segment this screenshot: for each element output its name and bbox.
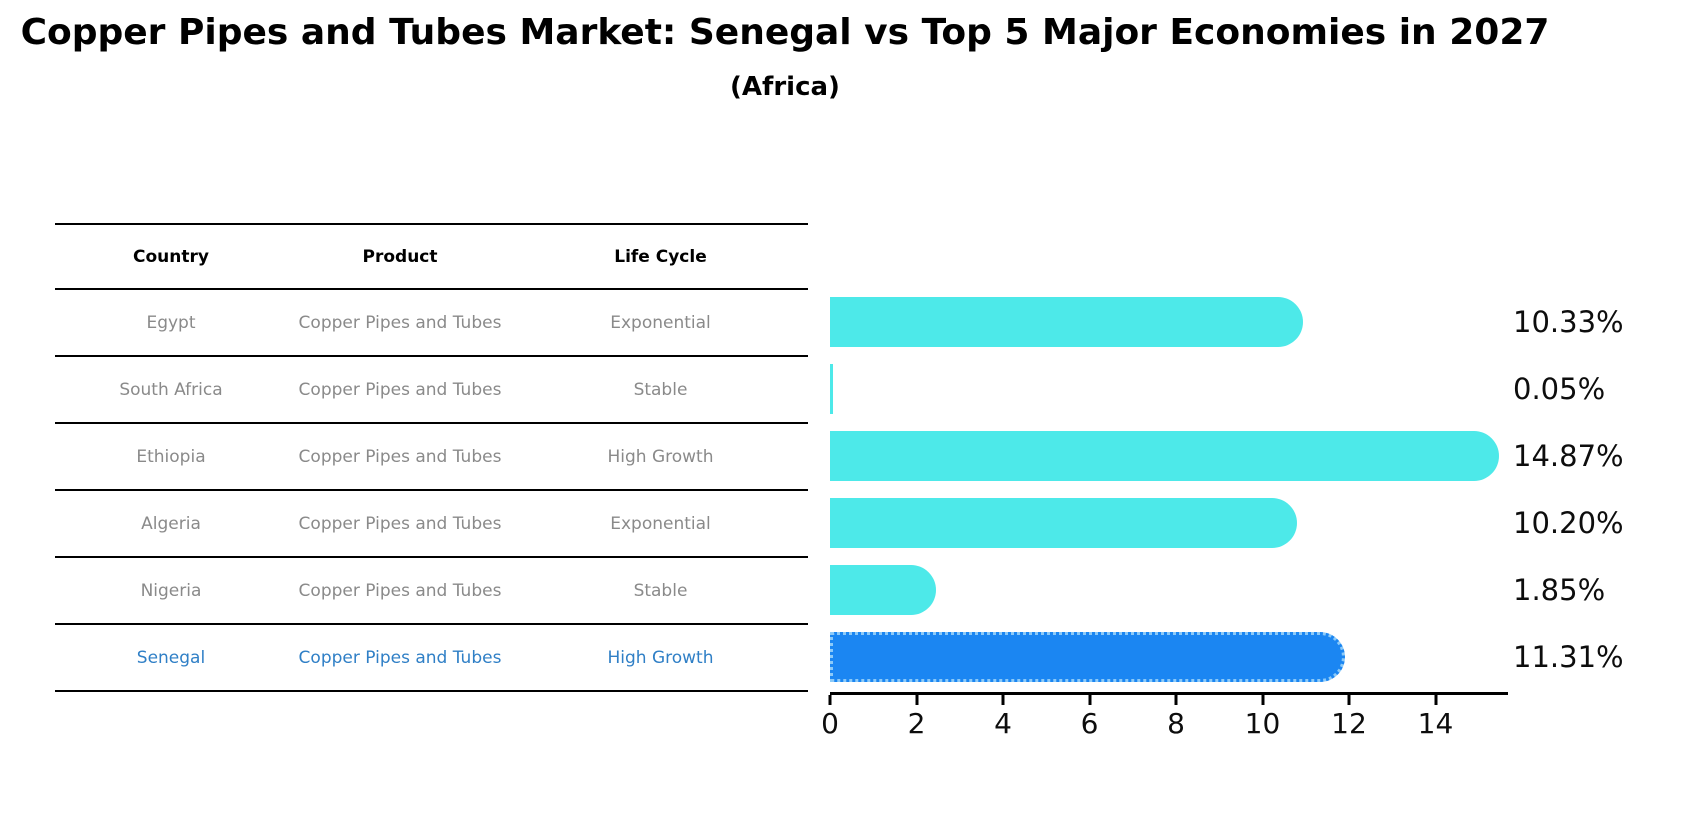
- x-tick-mark-2: [915, 695, 918, 705]
- table-body: Egypt Copper Pipes and Tubes Exponential So…: [55, 290, 808, 692]
- x-tick-mark-8: [1174, 695, 1178, 705]
- table-row-nigeria: Nigeria Copper Pipes and Tubes Stable: [55, 558, 808, 625]
- country-cell: Nigeria: [140, 580, 202, 601]
- x-tick-label-6: 6: [1080, 707, 1099, 740]
- column-header-life-cycle: Life Cycle: [614, 246, 707, 267]
- bar-nigeria: [830, 564, 936, 615]
- x-tick-label-8: 8: [1167, 707, 1185, 740]
- table-row-egypt: Egypt Copper Pipes and Tubes Exponential: [55, 290, 808, 357]
- value-label-ethiopia: 14.87%: [1513, 438, 1624, 473]
- comparison-table: Country Product Life Cycle Egypt Copper P…: [55, 223, 808, 692]
- x-tick-label-4: 4: [994, 707, 1012, 740]
- product-cell: Copper Pipes and Tubes: [298, 513, 502, 534]
- bar-south-africa: [830, 363, 833, 414]
- life-cycle-cell: Stable: [633, 379, 688, 400]
- x-tick-mark-6: [1088, 695, 1091, 705]
- life-cycle-cell: High Growth: [607, 446, 714, 467]
- product-cell: Copper Pipes and Tubes: [298, 312, 502, 333]
- product-cell: Copper Pipes and Tubes: [298, 446, 502, 467]
- value-label-south-africa: 0.05%: [1513, 371, 1606, 406]
- bar-ethiopia: [830, 430, 1500, 481]
- x-tick-mark-10: [1261, 695, 1264, 705]
- table-row-algeria: Algeria Copper Pipes and Tubes Exponential: [55, 491, 808, 558]
- chart-title: Copper Pipes and Tubes Market: Senegal v…: [20, 12, 1550, 53]
- table-header-row: Country Product Life Cycle: [55, 225, 808, 290]
- life-cycle-cell: Stable: [633, 580, 688, 601]
- x-tick-label-10: 10: [1244, 707, 1281, 740]
- x-tick-mark-0: [828, 695, 832, 705]
- chart-subtitle: (Africa): [730, 72, 840, 102]
- country-cell: Egypt: [146, 312, 196, 333]
- value-label-nigeria: 1.85%: [1513, 572, 1606, 607]
- x-tick-label-0: 0: [821, 707, 839, 740]
- country-cell: Senegal: [136, 647, 206, 668]
- product-cell: Copper Pipes and Tubes: [298, 647, 502, 668]
- product-cell: Copper Pipes and Tubes: [298, 379, 502, 400]
- country-cell: Algeria: [141, 513, 201, 534]
- bar-algeria: [830, 497, 1298, 548]
- column-header-country: Country: [133, 246, 209, 267]
- life-cycle-cell: High Growth: [607, 647, 714, 668]
- x-tick-mark-12: [1347, 695, 1351, 705]
- value-label-egypt: 10.33%: [1513, 304, 1624, 339]
- life-cycle-cell: Exponential: [610, 513, 711, 534]
- table-row-ethiopia: Ethiopia Copper Pipes and Tubes High Growt…: [55, 424, 808, 491]
- bar-senegal: [830, 631, 1346, 682]
- life-cycle-cell: Exponential: [610, 312, 711, 333]
- bar-egypt: [830, 296, 1303, 347]
- x-tick-mark-14: [1434, 695, 1437, 705]
- table-row-senegal: Senegal Copper Pipes and Tubes High Growth: [55, 625, 808, 692]
- x-axis-line: [830, 692, 1508, 695]
- country-cell: Ethiopia: [136, 446, 206, 467]
- value-label-algeria: 10.20%: [1513, 505, 1624, 540]
- value-label-senegal: 11.31%: [1513, 639, 1624, 674]
- column-header-product: Product: [362, 246, 438, 267]
- country-cell: South Africa: [119, 379, 223, 400]
- table-row-south-africa: South Africa Copper Pipes and Tubes Stable: [55, 357, 808, 424]
- product-cell: Copper Pipes and Tubes: [298, 580, 502, 601]
- x-tick-label-2: 2: [907, 707, 926, 740]
- x-tick-label-12: 12: [1331, 707, 1367, 740]
- x-tick-label-14: 14: [1417, 707, 1454, 740]
- x-tick-mark-4: [1001, 695, 1005, 705]
